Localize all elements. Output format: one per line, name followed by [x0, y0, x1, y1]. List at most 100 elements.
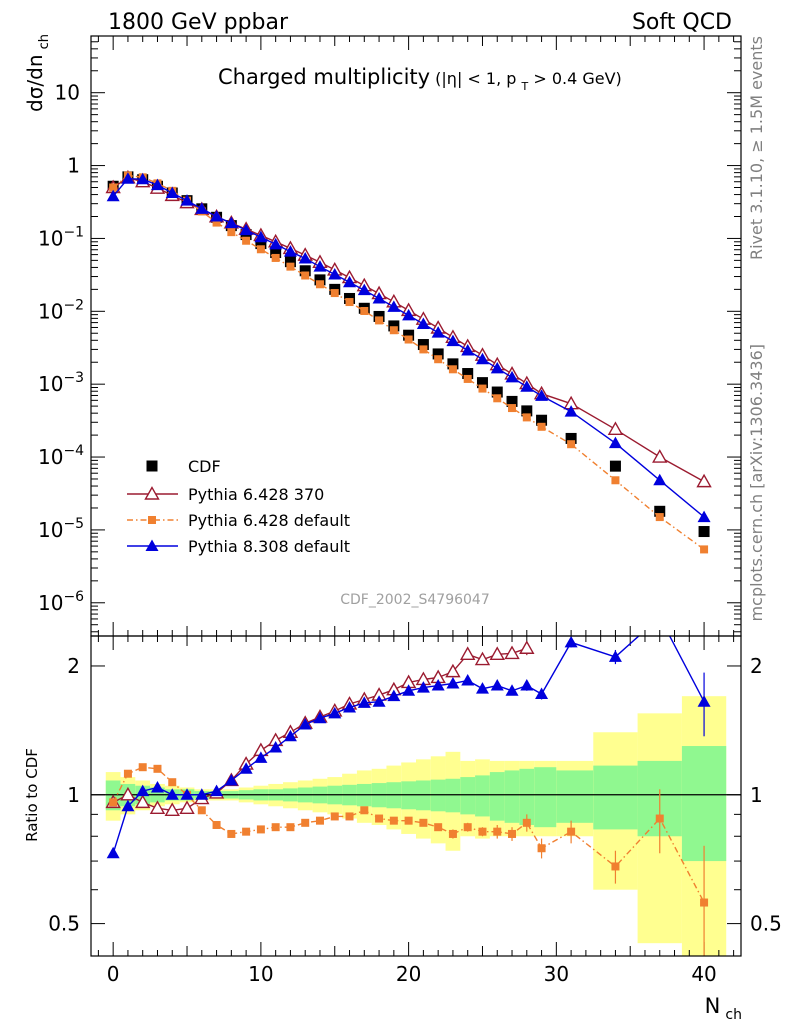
main-data-point — [242, 236, 251, 245]
main-data-point — [655, 513, 664, 522]
ratio-data-point — [653, 611, 666, 623]
main-data-point — [375, 316, 384, 325]
ratio-data-point — [179, 800, 195, 814]
ratio-band-inner — [489, 772, 505, 821]
main-data-point — [283, 245, 297, 257]
plot-title-main: Charged multiplicity — [218, 65, 430, 89]
ratio-y-tick-label-right: 1 — [750, 783, 763, 807]
ratio-data-point — [490, 679, 504, 691]
ratio-data-point — [535, 687, 549, 699]
ratio-y-tick-label: 0.5 — [48, 912, 80, 936]
main-data-point — [652, 449, 668, 463]
main-series-line — [112, 177, 705, 518]
main-y-tick-label: 10−2 — [38, 297, 84, 323]
ratio-data-point — [419, 818, 428, 827]
ratio-data-point — [123, 769, 132, 778]
main-series-line — [112, 177, 705, 483]
ratio-data-point — [180, 788, 194, 800]
ratio-data-point — [150, 780, 164, 793]
main-data-point — [402, 308, 416, 321]
ratio-data-point — [149, 800, 166, 814]
main-series-line — [112, 174, 705, 550]
main-y-axis-label-main: dσ/dn — [23, 54, 47, 111]
ratio-data-point — [136, 784, 150, 797]
ratio-band-inner — [475, 775, 490, 817]
ratio-band-inner — [504, 770, 520, 823]
main-data-point — [700, 545, 709, 554]
header-left: 1800 GeV ppbar — [108, 10, 289, 35]
ratio-data-point — [489, 646, 505, 660]
ratio-x-tick-label: 10 — [248, 962, 273, 986]
x-axis-label-sub: ch — [725, 1007, 742, 1023]
main-data-point — [180, 194, 194, 206]
main-data-marks — [105, 169, 712, 554]
ratio-data-point — [271, 823, 280, 832]
ratio-band-inner — [430, 779, 446, 812]
ratio-band-inner — [460, 777, 476, 815]
main-data-point — [521, 405, 533, 417]
ratio-data-point — [478, 827, 487, 836]
main-data-point — [537, 422, 546, 431]
main-data-point — [431, 326, 445, 338]
legend-marker — [148, 516, 156, 524]
ratio-data-point — [448, 829, 457, 838]
x-axis-label: N ch — [705, 994, 742, 1023]
main-data-point — [491, 386, 503, 398]
main-y-tick-base: 10 — [38, 591, 63, 615]
main-data-point — [212, 218, 221, 227]
main-data-point — [357, 283, 371, 296]
main-data-point — [448, 365, 457, 374]
legend-entry-label: Pythia 6.428 default — [188, 511, 350, 530]
main-data-point — [478, 384, 487, 393]
main-data-point — [284, 256, 296, 268]
main-data-point — [567, 440, 576, 449]
header-right: Soft QCD — [632, 10, 732, 35]
ratio-data-point — [389, 816, 398, 825]
main-data-point — [461, 343, 475, 356]
ratio-data-point — [445, 663, 461, 678]
ratio-data-point — [328, 706, 342, 719]
main-data-point — [298, 252, 312, 264]
ratio-data-point — [404, 816, 413, 825]
main-data-point — [360, 306, 369, 315]
main-data-point — [508, 404, 517, 413]
ratio-data-point — [611, 862, 620, 871]
ratio-data-point — [446, 676, 460, 689]
ratio-data-point — [121, 799, 135, 812]
main-data-point — [136, 172, 150, 185]
legend-entry-label: CDF — [188, 457, 221, 476]
ratio-data-point — [655, 814, 664, 823]
main-data-point — [150, 178, 164, 191]
ratio-y-tick-label-right: 2 — [750, 654, 763, 678]
ratio-data-point — [475, 682, 489, 694]
ratio-x-tick-label: 0 — [107, 962, 120, 986]
ratio-data-point — [298, 717, 312, 730]
ratio-series-line — [112, 636, 705, 854]
main-y-axis-label-sub: ch — [37, 34, 52, 49]
ratio-data-point — [242, 827, 251, 836]
ratio-data-point — [153, 764, 162, 773]
main-y-tick-label: 10−5 — [38, 516, 84, 542]
ratio-data-point — [210, 784, 224, 797]
main-data-point — [609, 460, 621, 472]
main-data-point — [417, 339, 429, 351]
plot-title-cuts: (|η| < 1, p — [435, 69, 516, 88]
main-data-point — [345, 298, 354, 307]
main-data-point — [434, 355, 443, 364]
main-y-tick-exponent: −1 — [63, 224, 84, 240]
ratio-data-point — [330, 812, 339, 821]
legend-entry-label: Pythia 6.428 370 — [188, 485, 324, 504]
main-data-point — [271, 253, 280, 262]
main-data-point — [388, 320, 400, 332]
main-data-point — [301, 271, 310, 280]
x-axis-label-main: N — [705, 994, 721, 1018]
main-data-point — [432, 348, 444, 360]
legend-marker — [145, 539, 159, 551]
ratio-band-inner — [681, 746, 727, 862]
main-data-point — [419, 345, 428, 354]
ratio-band-inner — [445, 778, 461, 813]
main-data-point — [565, 432, 577, 444]
main-data-point — [195, 202, 209, 214]
